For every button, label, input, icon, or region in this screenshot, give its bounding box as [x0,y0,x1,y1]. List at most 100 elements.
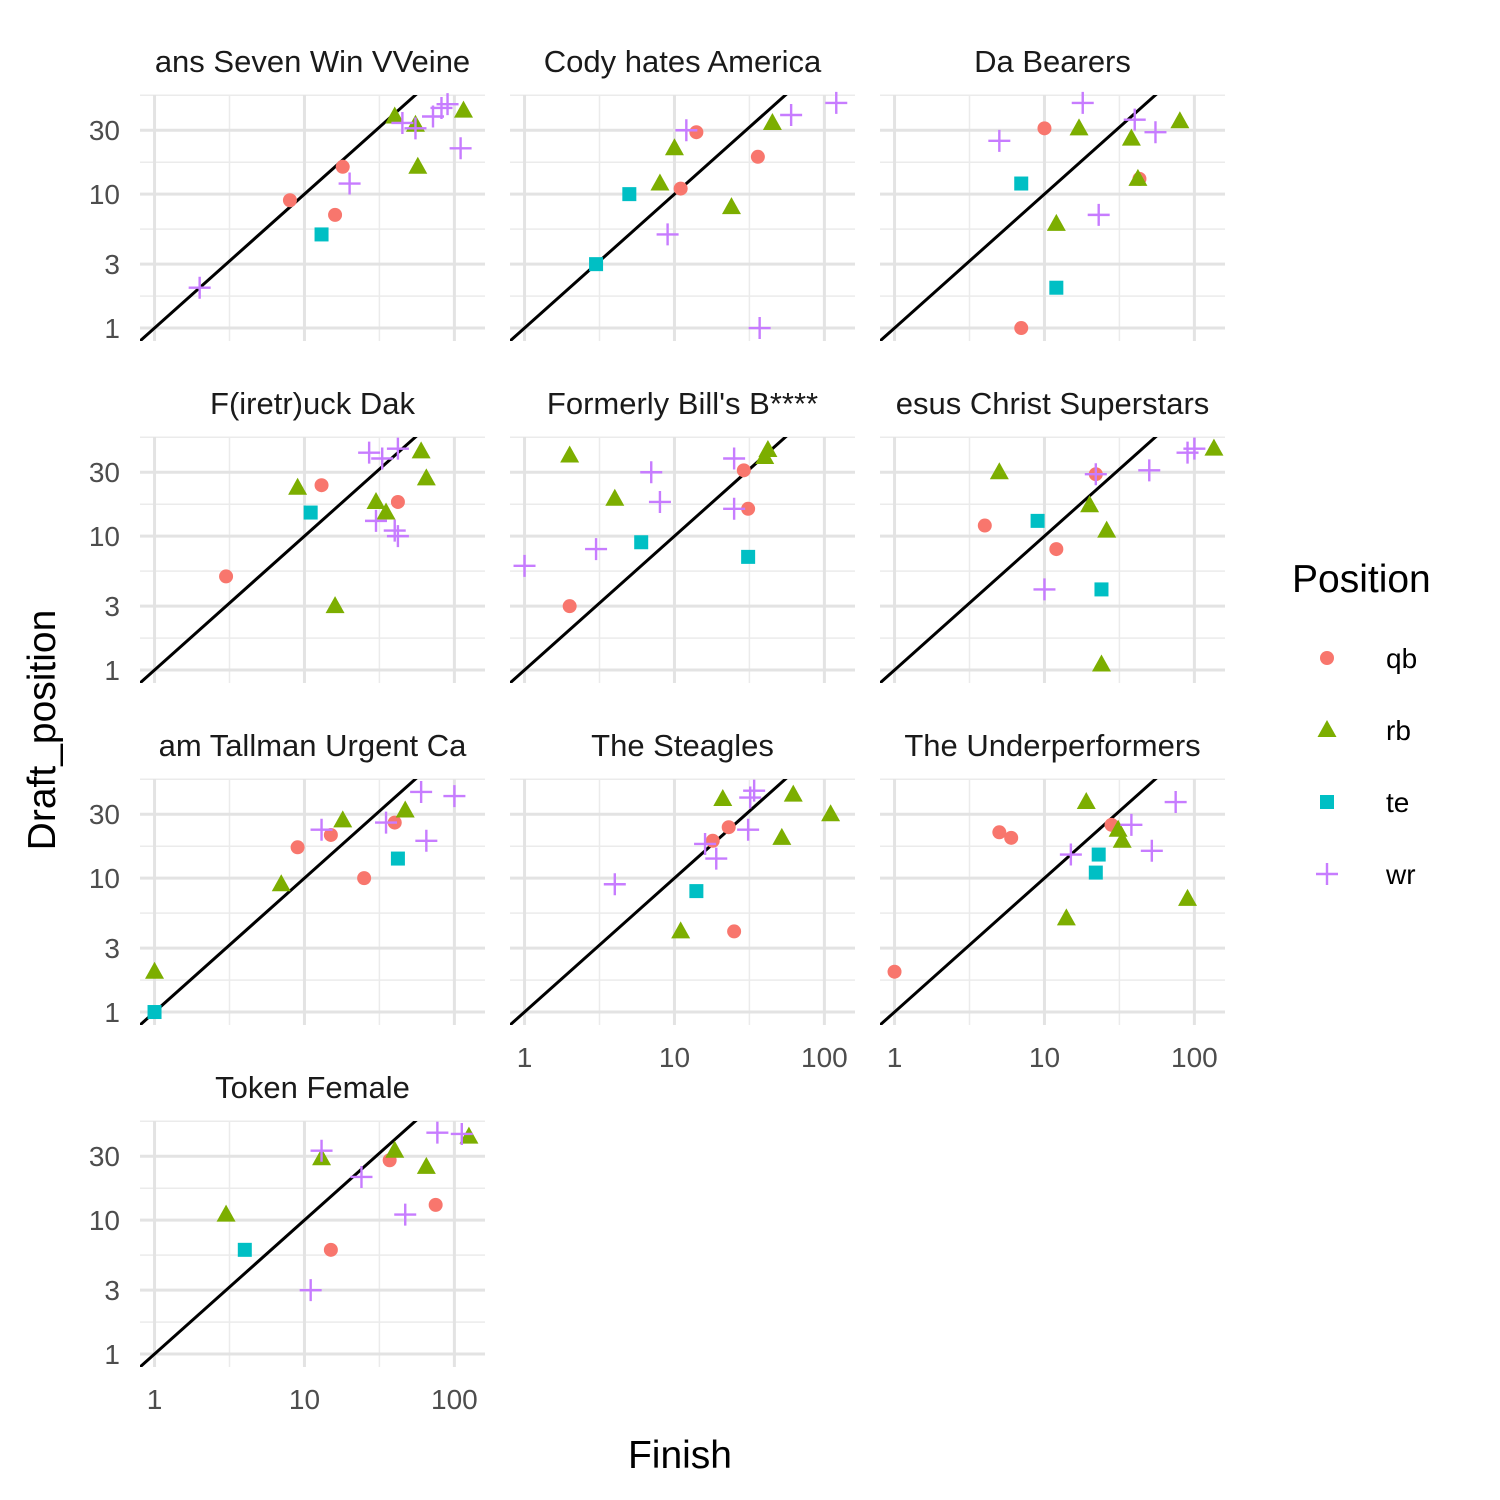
facet-title: Cody hates America [544,44,822,79]
data-point-wr [656,223,679,246]
gridlines [510,94,855,341]
data-point-wr [705,847,728,870]
data-point-wr [1120,813,1143,836]
legend-item-te: te [1320,787,1409,818]
data-point-rb [1069,118,1089,136]
data-point-wr [723,447,746,470]
data-point-qb [314,478,329,493]
data-point-wr [410,780,433,803]
x-tick-label: 100 [801,1042,848,1073]
data-point-wr [748,317,771,340]
data-point-rb [271,874,291,892]
data-point-qb [992,825,1007,840]
data-point-wr [350,1165,373,1188]
points [216,1121,479,1302]
data-point-wr [780,103,803,126]
points [145,780,466,1020]
data-point-wr [737,818,760,841]
data-point-qb [736,463,751,478]
data-point-rb [821,804,841,822]
y-tick-label: 1 [104,313,120,344]
data-point-qb [428,1197,443,1212]
gridlines [880,94,1225,341]
gridlines [140,778,485,1025]
legend: Position qb rb te wr [1292,558,1431,890]
data-point-rb [408,156,428,174]
data-point-wr [603,873,626,896]
data-point-wr [310,818,333,841]
y-axis-title: Draft_position [21,610,64,851]
y-tick-label: 1 [104,655,120,686]
data-point-rb [459,1126,479,1144]
data-point-te [589,257,604,272]
legend-label: qb [1386,643,1417,674]
data-point-wr [694,832,717,855]
x-tick-label: 1 [887,1042,903,1073]
x-tick-label: 100 [1171,1042,1218,1073]
data-point-te [1030,513,1045,528]
data-point-te [622,187,637,202]
data-point-rb [721,197,741,215]
data-point-wr [675,119,698,142]
data-point-rb [1112,830,1132,848]
points [589,91,848,340]
data-point-rb [1170,111,1190,129]
legend-item-qb: qb [1320,643,1417,674]
reference-line [140,437,418,683]
data-point-wr [383,519,406,542]
x-axis-title: Finish [628,1434,732,1477]
gridlines [140,94,485,341]
facet-title: am Tallman Urgent Ca [159,728,468,763]
points [188,93,473,299]
data-point-wr [358,441,381,464]
data-point-wr [1144,121,1167,144]
data-point-rb [366,491,386,509]
data-point-qb [727,924,742,939]
data-point-rb [325,596,345,614]
data-point-te [634,535,649,550]
data-point-wr [371,447,394,470]
data-point-wr [338,172,361,195]
legend-key-rb [1317,720,1337,737]
facet-panel: ans Seven Win VVeine 1 3 10 30 [89,44,485,344]
gridlines [880,778,1225,1025]
x-tick-label: 10 [1029,1042,1060,1073]
x-tick-label: 1 [147,1384,163,1415]
facet-panel: The Underperformers 1 10 100 [880,728,1225,1073]
data-point-wr [1123,108,1146,131]
data-point-te [1049,280,1064,295]
gridlines [510,778,855,1025]
facet-title: Formerly Bill's B**** [547,386,818,421]
facet-panel: Cody hates America [510,44,855,341]
legend-key-wr [1316,863,1338,885]
data-point-wr [375,811,398,834]
data-point-wr [640,461,663,484]
facet-title: esus Christ Superstars [896,386,1210,421]
facet-panels: ans Seven Win VVeine 1 3 10 30 Cody hates Ame… [89,44,1225,1415]
data-point-wr [743,779,766,802]
data-point-wr [449,137,472,160]
data-point-wr [404,117,427,140]
data-point-rb [713,788,733,806]
data-point-rb [1056,908,1076,926]
data-point-rb [1097,520,1117,538]
y-tick-label: 10 [89,179,120,210]
data-point-te [147,1005,162,1020]
data-point-wr [386,525,409,548]
data-point-rb [1204,438,1224,456]
data-point-te [1088,865,1103,880]
y-tick-label: 30 [89,1141,120,1172]
data-point-wr [988,129,1011,152]
data-point-te [237,1242,252,1257]
y-tick-label: 3 [104,591,120,622]
data-point-wr [513,554,536,577]
data-point-qb [750,149,765,164]
facet-title: Token Female [215,1070,410,1105]
x-tick-label: 100 [431,1384,478,1415]
data-point-wr [364,509,387,532]
data-point-te [1014,176,1029,191]
points [513,439,778,614]
gridlines [510,436,855,683]
facet-title: ans Seven Win VVeine [155,44,470,79]
